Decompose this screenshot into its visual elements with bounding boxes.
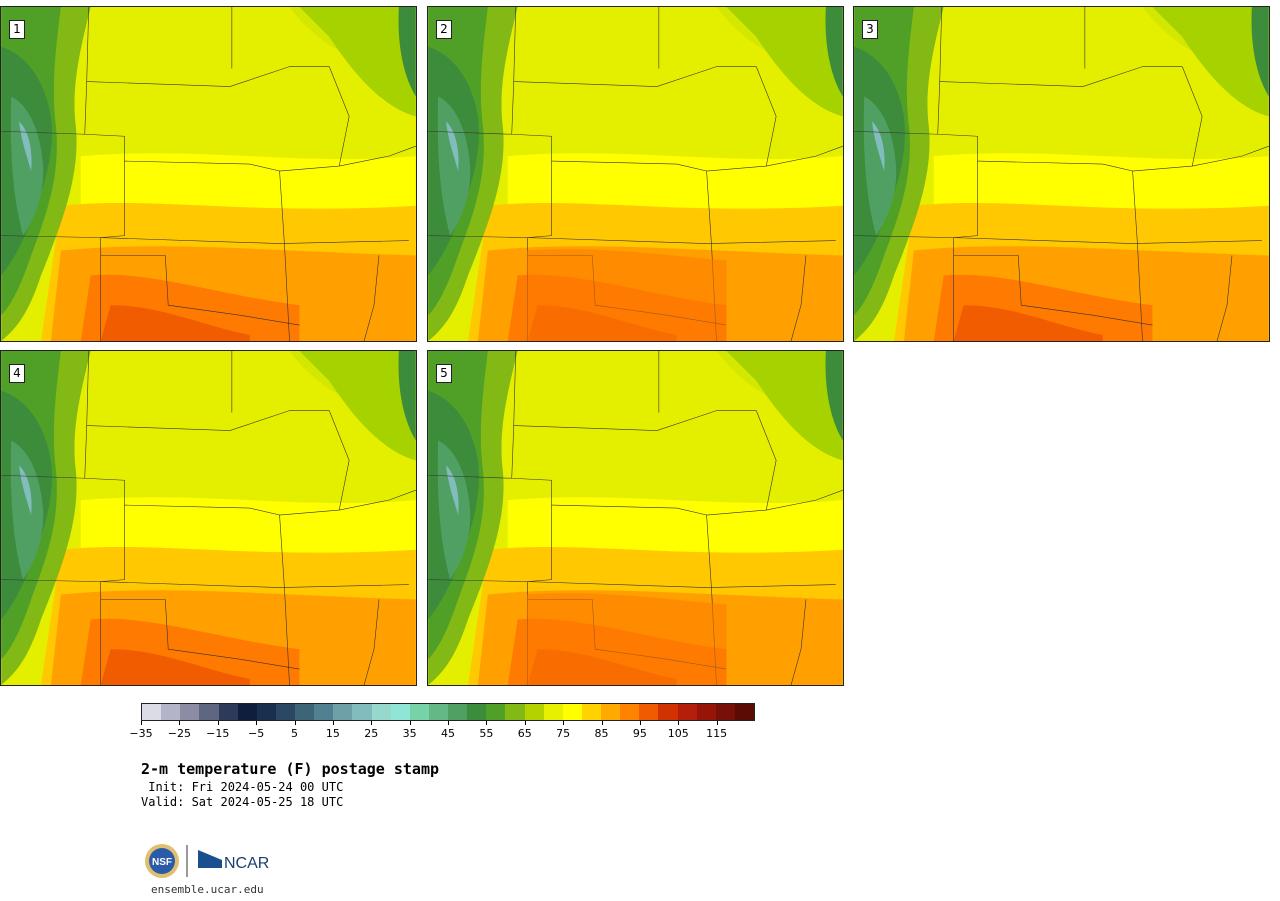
colorbar-segment — [180, 704, 200, 720]
colorbar-tick-label: 45 — [441, 727, 455, 740]
colorbar-tick-label: −35 — [129, 727, 153, 740]
temperature-map-2 — [428, 7, 843, 341]
colorbar-segment — [639, 704, 659, 720]
colorbar-tick — [678, 721, 680, 725]
temperature-map-4 — [1, 351, 416, 685]
colorbar-segment — [371, 704, 391, 720]
temperature-map-5 — [428, 351, 843, 685]
ensemble-member-map-1: 1 — [0, 6, 417, 342]
colorbar-segment — [620, 704, 640, 720]
colorbar-segment — [142, 704, 162, 720]
colorbar-tick — [256, 721, 258, 725]
colorbar-segment — [677, 704, 697, 720]
colorbar-tick-label: 85 — [594, 727, 609, 740]
colorbar-tick — [601, 721, 603, 725]
ncar-logo-text: NCAR — [224, 855, 269, 872]
colorbar-segment — [467, 704, 487, 720]
colorbar-tick-label: 55 — [479, 727, 494, 740]
colorbar-segment — [256, 704, 276, 720]
colorbar-segment — [314, 704, 334, 720]
colorbar-segment — [562, 704, 582, 720]
colorbar-tick — [217, 721, 219, 725]
colorbar-tick-label: 25 — [364, 727, 379, 740]
colorbar-tick-label: 65 — [517, 727, 532, 740]
colorbar-tick — [716, 721, 718, 725]
colorbar-tick — [371, 721, 373, 725]
colorbar-tick-label: −15 — [206, 727, 230, 740]
member-label-1: 1 — [9, 20, 25, 39]
colorbar-segment — [295, 704, 315, 720]
colorbar-segment — [428, 704, 448, 720]
colorbar-tick — [486, 721, 488, 725]
temperature-colorbar — [141, 703, 755, 721]
member-label-5: 5 — [436, 364, 452, 383]
nsf-logo-icon: NSF — [145, 844, 179, 878]
colorbar-segment — [696, 704, 716, 720]
init-time: Init: Fri 2024-05-24 00 UTC — [141, 780, 344, 794]
colorbar-segment — [218, 704, 238, 720]
colorbar-tick — [141, 721, 142, 725]
colorbar-segment — [715, 704, 735, 720]
colorbar-tick-label: 105 — [667, 727, 689, 740]
temperature-map-1 — [1, 7, 416, 341]
colorbar-ticks: −35 −25 −15 −5 5 15 25 35 45 55 65 75 85 95 105 115 — [129, 721, 755, 741]
ensemble-member-map-5: 5 — [427, 350, 844, 686]
colorbar-tick — [409, 721, 411, 725]
temperature-map-3 — [854, 7, 1269, 341]
colorbar-tick — [179, 721, 181, 725]
colorbar-segment — [601, 704, 621, 720]
colorbar-segment — [581, 704, 601, 720]
colorbar-segment — [390, 704, 410, 720]
colorbar-tick-label: −25 — [167, 727, 191, 740]
colorbar-segment — [734, 704, 754, 720]
colorbar-segment — [275, 704, 295, 720]
colorbar-segment — [658, 704, 678, 720]
colorbar-segment — [448, 704, 468, 720]
colorbar-segment — [333, 704, 353, 720]
colorbar-tick — [563, 721, 565, 725]
member-label-3: 3 — [862, 20, 878, 39]
colorbar-segment — [486, 704, 506, 720]
ensemble-member-map-3: 3 — [853, 6, 1270, 342]
colorbar-tick-label: 35 — [402, 727, 417, 740]
colorbar-segment — [199, 704, 219, 720]
colorbar-segment — [505, 704, 525, 720]
colorbar-segment — [237, 704, 257, 720]
ncar-logo-icon: NCAR — [198, 850, 269, 872]
colorbar-tick-label: 15 — [325, 727, 340, 740]
colorbar-tick-label: 75 — [556, 727, 571, 740]
colorbar-tick — [448, 721, 449, 725]
site-url: ensemble.ucar.edu — [151, 883, 264, 896]
nsf-logo-text: NSF — [152, 857, 172, 868]
colorbar-tick-label: 95 — [632, 727, 647, 740]
ensemble-member-map-2: 2 — [427, 6, 844, 342]
colorbar-tick-label: 115 — [706, 727, 728, 740]
valid-time: Valid: Sat 2024-05-25 18 UTC — [141, 795, 344, 809]
sponsor-logos: NSF NCAR — [144, 842, 274, 880]
nsf-ncar-logo: NSF NCAR — [145, 844, 269, 878]
colorbar-segment — [524, 704, 544, 720]
colorbar-tick — [294, 721, 296, 725]
chart-title: 2-m temperature (F) postage stamp — [141, 760, 440, 778]
colorbar-segment — [352, 704, 372, 720]
colorbar-tick — [639, 721, 641, 725]
member-label-2: 2 — [436, 20, 452, 39]
colorbar-segment — [409, 704, 429, 720]
ensemble-member-map-4: 4 — [0, 350, 417, 686]
colorbar-tick — [332, 721, 334, 725]
colorbar-segment — [161, 704, 181, 720]
colorbar-tick-label: −5 — [248, 727, 265, 740]
colorbar-tick-label: 5 — [291, 727, 298, 740]
colorbar-segment — [543, 704, 563, 720]
member-label-4: 4 — [9, 364, 25, 383]
colorbar-tick — [524, 721, 526, 725]
